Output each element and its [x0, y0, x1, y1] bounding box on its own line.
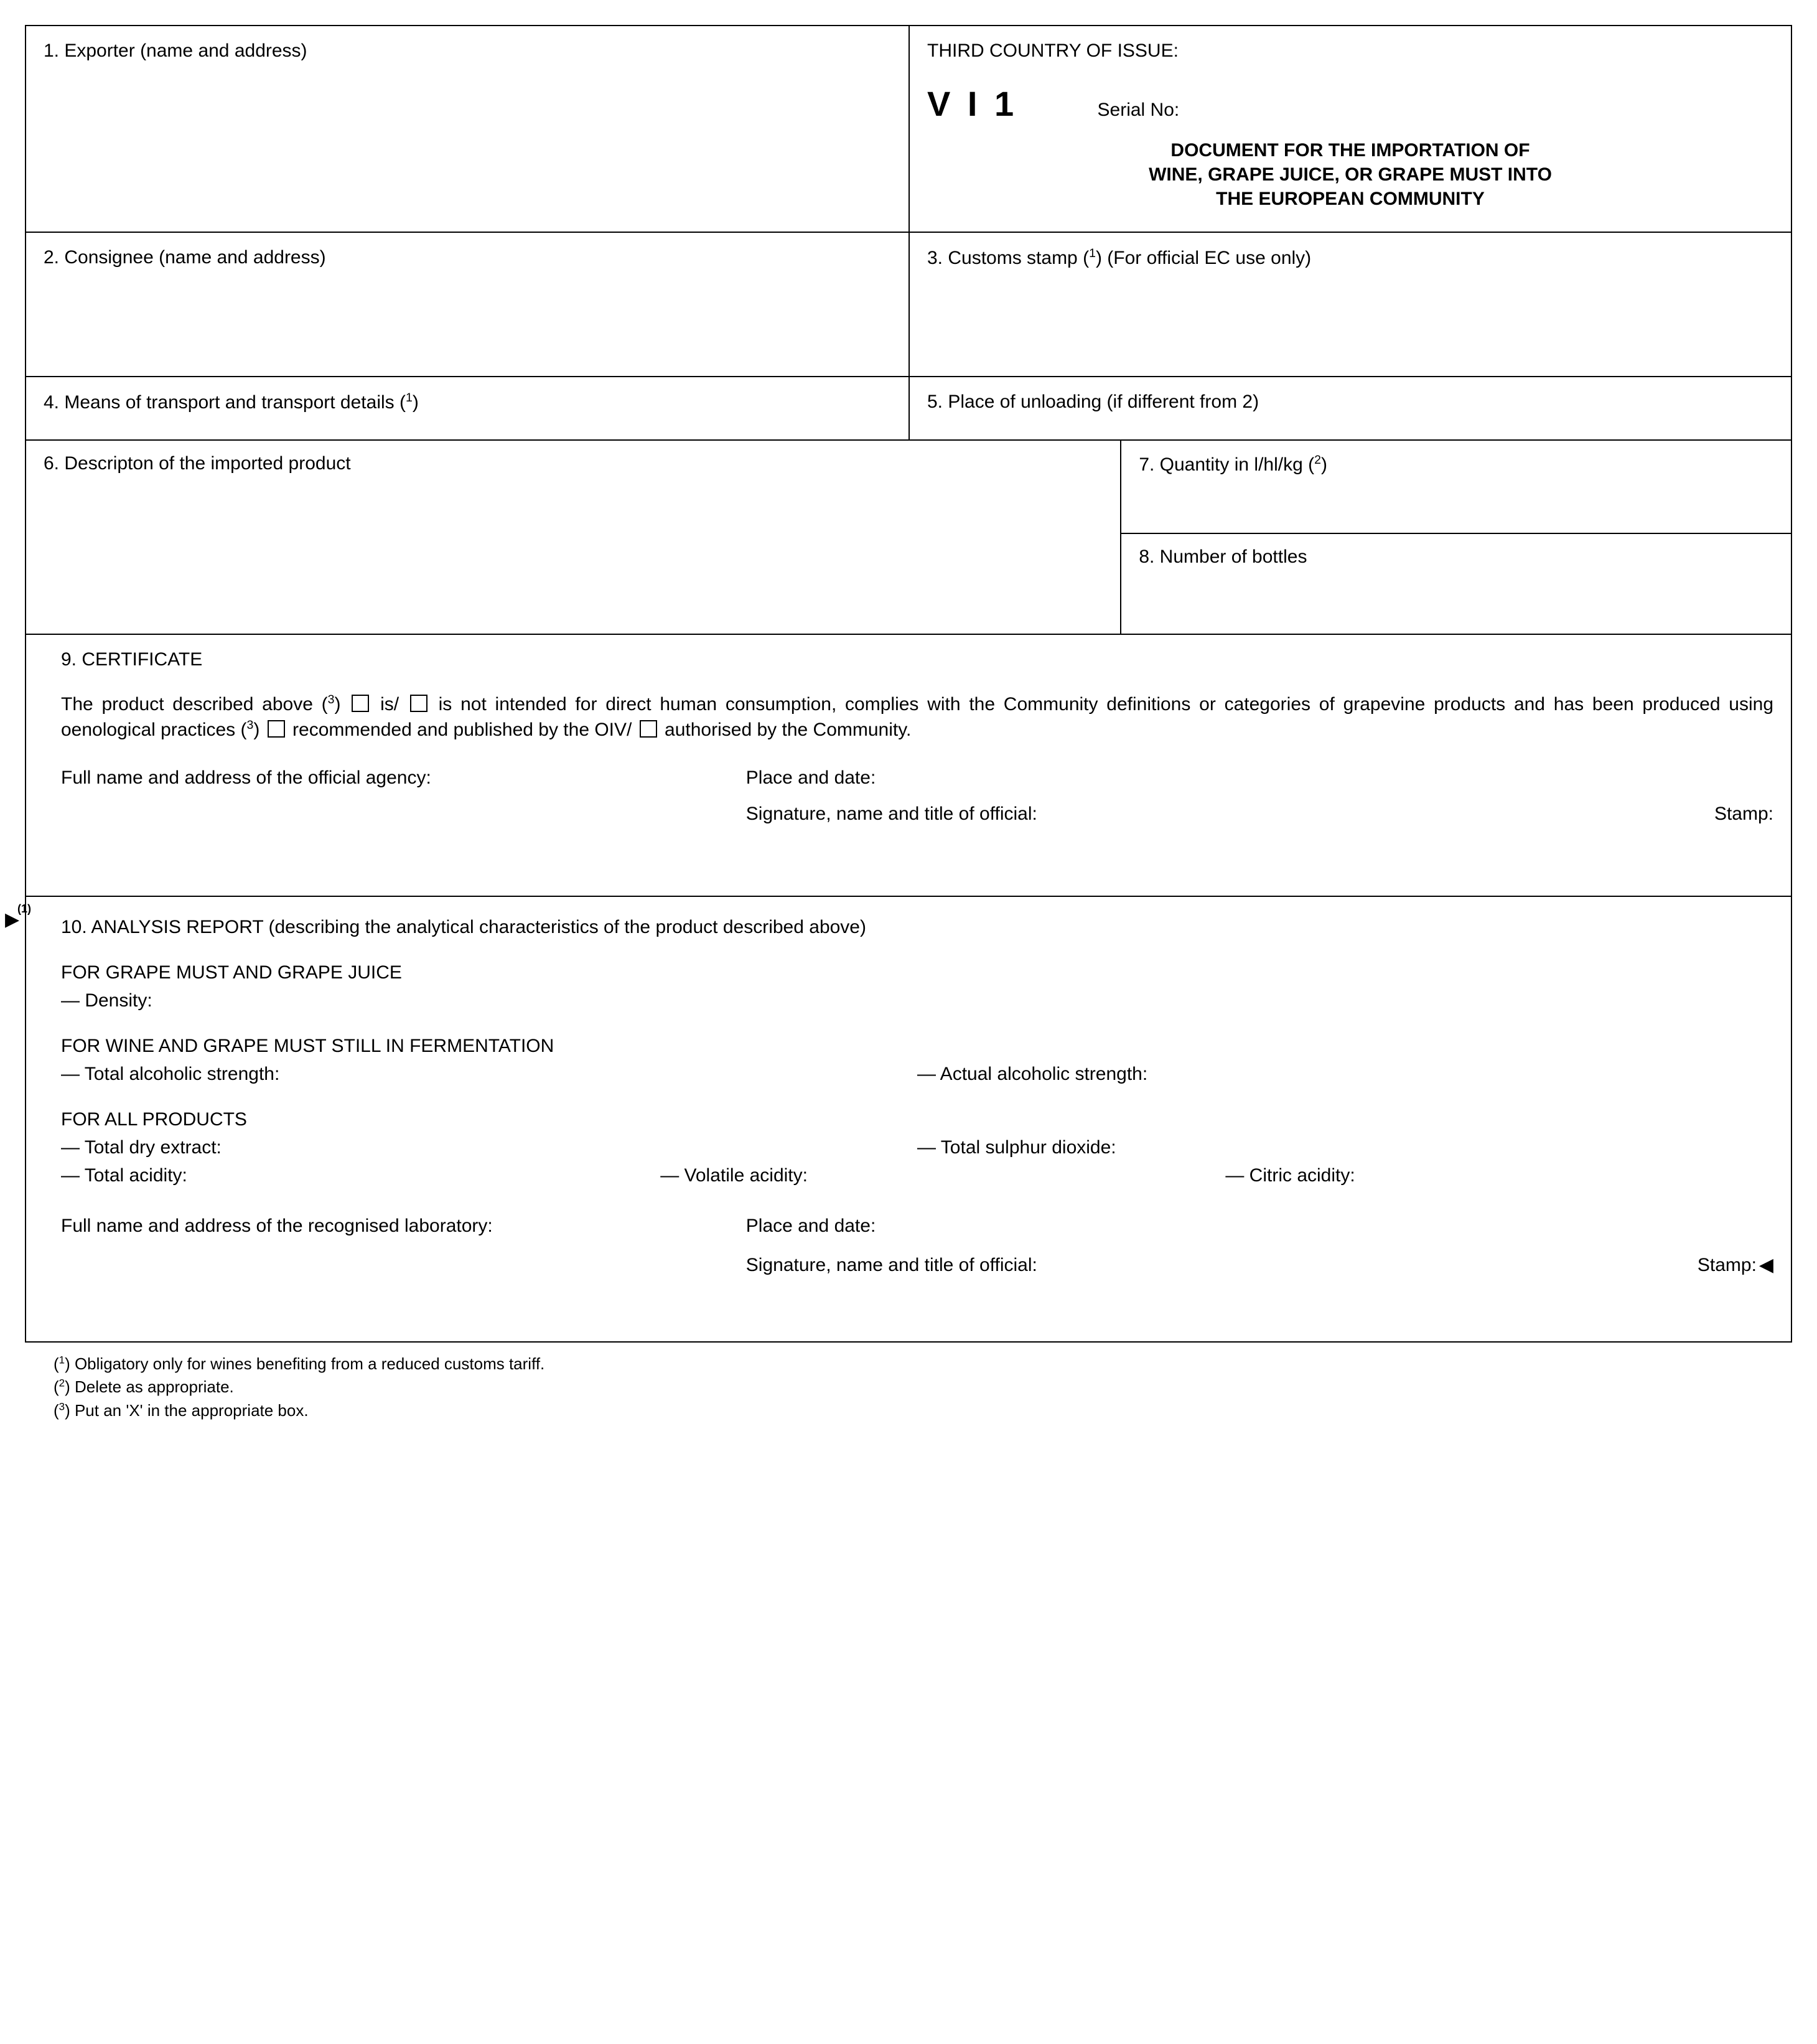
box-8-label: 8. Number of bottles	[1139, 546, 1307, 567]
agency-label: Full name and address of the official ag…	[61, 766, 746, 791]
total-acidity-label: — Total acidity:	[61, 1161, 660, 1189]
box-9-title: 9. CERTIFICATE	[61, 647, 1773, 673]
box-1-exporter: 1. Exporter (name and address)	[26, 26, 908, 232]
box-6-description: 6. Descripton of the imported product	[26, 441, 1120, 634]
stamp-label-10: Stamp:	[1698, 1255, 1757, 1275]
third-country-label: THIRD COUNTRY OF ISSUE:	[927, 39, 1773, 64]
checkbox-recommended[interactable]	[268, 720, 285, 738]
place-date-label-10: Place and date:	[746, 1212, 1465, 1240]
checkbox-authorised[interactable]	[640, 720, 657, 738]
footnote-3: (3) Put an 'X' in the appropriate box.	[54, 1399, 1792, 1423]
volatile-acidity-label: — Volatile acidity:	[660, 1161, 1225, 1189]
stamp-label: Stamp:	[1465, 802, 1773, 827]
signature-label: Signature, name and title of official:	[746, 802, 1465, 827]
box-8-bottles: 8. Number of bottles	[1121, 534, 1791, 627]
box-10-title: 10. ANALYSIS REPORT (describing the anal…	[61, 913, 1773, 941]
actual-alc-label: — Actual alcoholic strength:	[917, 1060, 1773, 1088]
checkbox-isnot[interactable]	[410, 695, 427, 712]
box-2-label: 2. Consignee (name and address)	[44, 247, 326, 268]
lab-label: Full name and address of the recognised …	[61, 1212, 746, 1240]
marker-right-icon: ◀	[1759, 1255, 1773, 1275]
box-6-label: 6. Descripton of the imported product	[44, 453, 351, 474]
checkbox-is[interactable]	[352, 695, 369, 712]
serial-no-label: Serial No:	[1098, 100, 1180, 120]
box-9-body: The product described above (3) is/ is n…	[61, 691, 1773, 743]
density-label: — Density:	[61, 987, 1773, 1015]
subhead-must-juice: FOR GRAPE MUST AND GRAPE JUICE	[61, 959, 1773, 987]
place-date-label: Place and date:	[746, 766, 1465, 791]
so2-label: — Total sulphur dioxide:	[917, 1133, 1773, 1161]
box-5-label: 5. Place of unloading (if different from…	[927, 391, 1259, 412]
box-7-quantity: 7. Quantity in l/hl/kg (2)	[1121, 441, 1791, 534]
signature-label-10: Signature, name and title of official:	[746, 1251, 1465, 1279]
subhead-all-products: FOR ALL PRODUCTS	[61, 1105, 1773, 1133]
vi1-code: V I 1	[927, 84, 1017, 123]
dry-extract-label: — Total dry extract:	[61, 1133, 917, 1161]
total-alc-label: — Total alcoholic strength:	[61, 1060, 917, 1088]
box-1-label: 1. Exporter (name and address)	[44, 40, 307, 61]
box-10-analysis: ▶ (1) 10. ANALYSIS REPORT (describing th…	[26, 897, 1791, 1341]
footnote-2: (2) Delete as appropriate.	[54, 1376, 1792, 1399]
box-2-consignee: 2. Consignee (name and address)	[26, 233, 908, 376]
doc-title: DOCUMENT FOR THE IMPORTATION OF WINE, GR…	[927, 138, 1773, 211]
box-5-unloading: 5. Place of unloading (if different from…	[908, 377, 1791, 439]
box-9-certificate: 9. CERTIFICATE The product described abo…	[26, 635, 1791, 896]
subhead-wine-ferm: FOR WINE AND GRAPE MUST STILL IN FERMENT…	[61, 1032, 1773, 1060]
footnotes: (1) Obligatory only for wines benefiting…	[25, 1353, 1792, 1423]
footnote-1: (1) Obligatory only for wines benefiting…	[54, 1353, 1792, 1376]
header-right: THIRD COUNTRY OF ISSUE: V I 1 Serial No:…	[908, 26, 1791, 232]
marker-left-sup: (1)	[17, 901, 31, 917]
box-4-transport: 4. Means of transport and transport deta…	[26, 377, 908, 439]
citric-acidity-label: — Citric acidity:	[1225, 1161, 1773, 1189]
box-3-customs-stamp: 3. Customs stamp (1) (For official EC us…	[908, 233, 1791, 376]
vi1-form: 1. Exporter (name and address) THIRD COU…	[25, 25, 1792, 1343]
